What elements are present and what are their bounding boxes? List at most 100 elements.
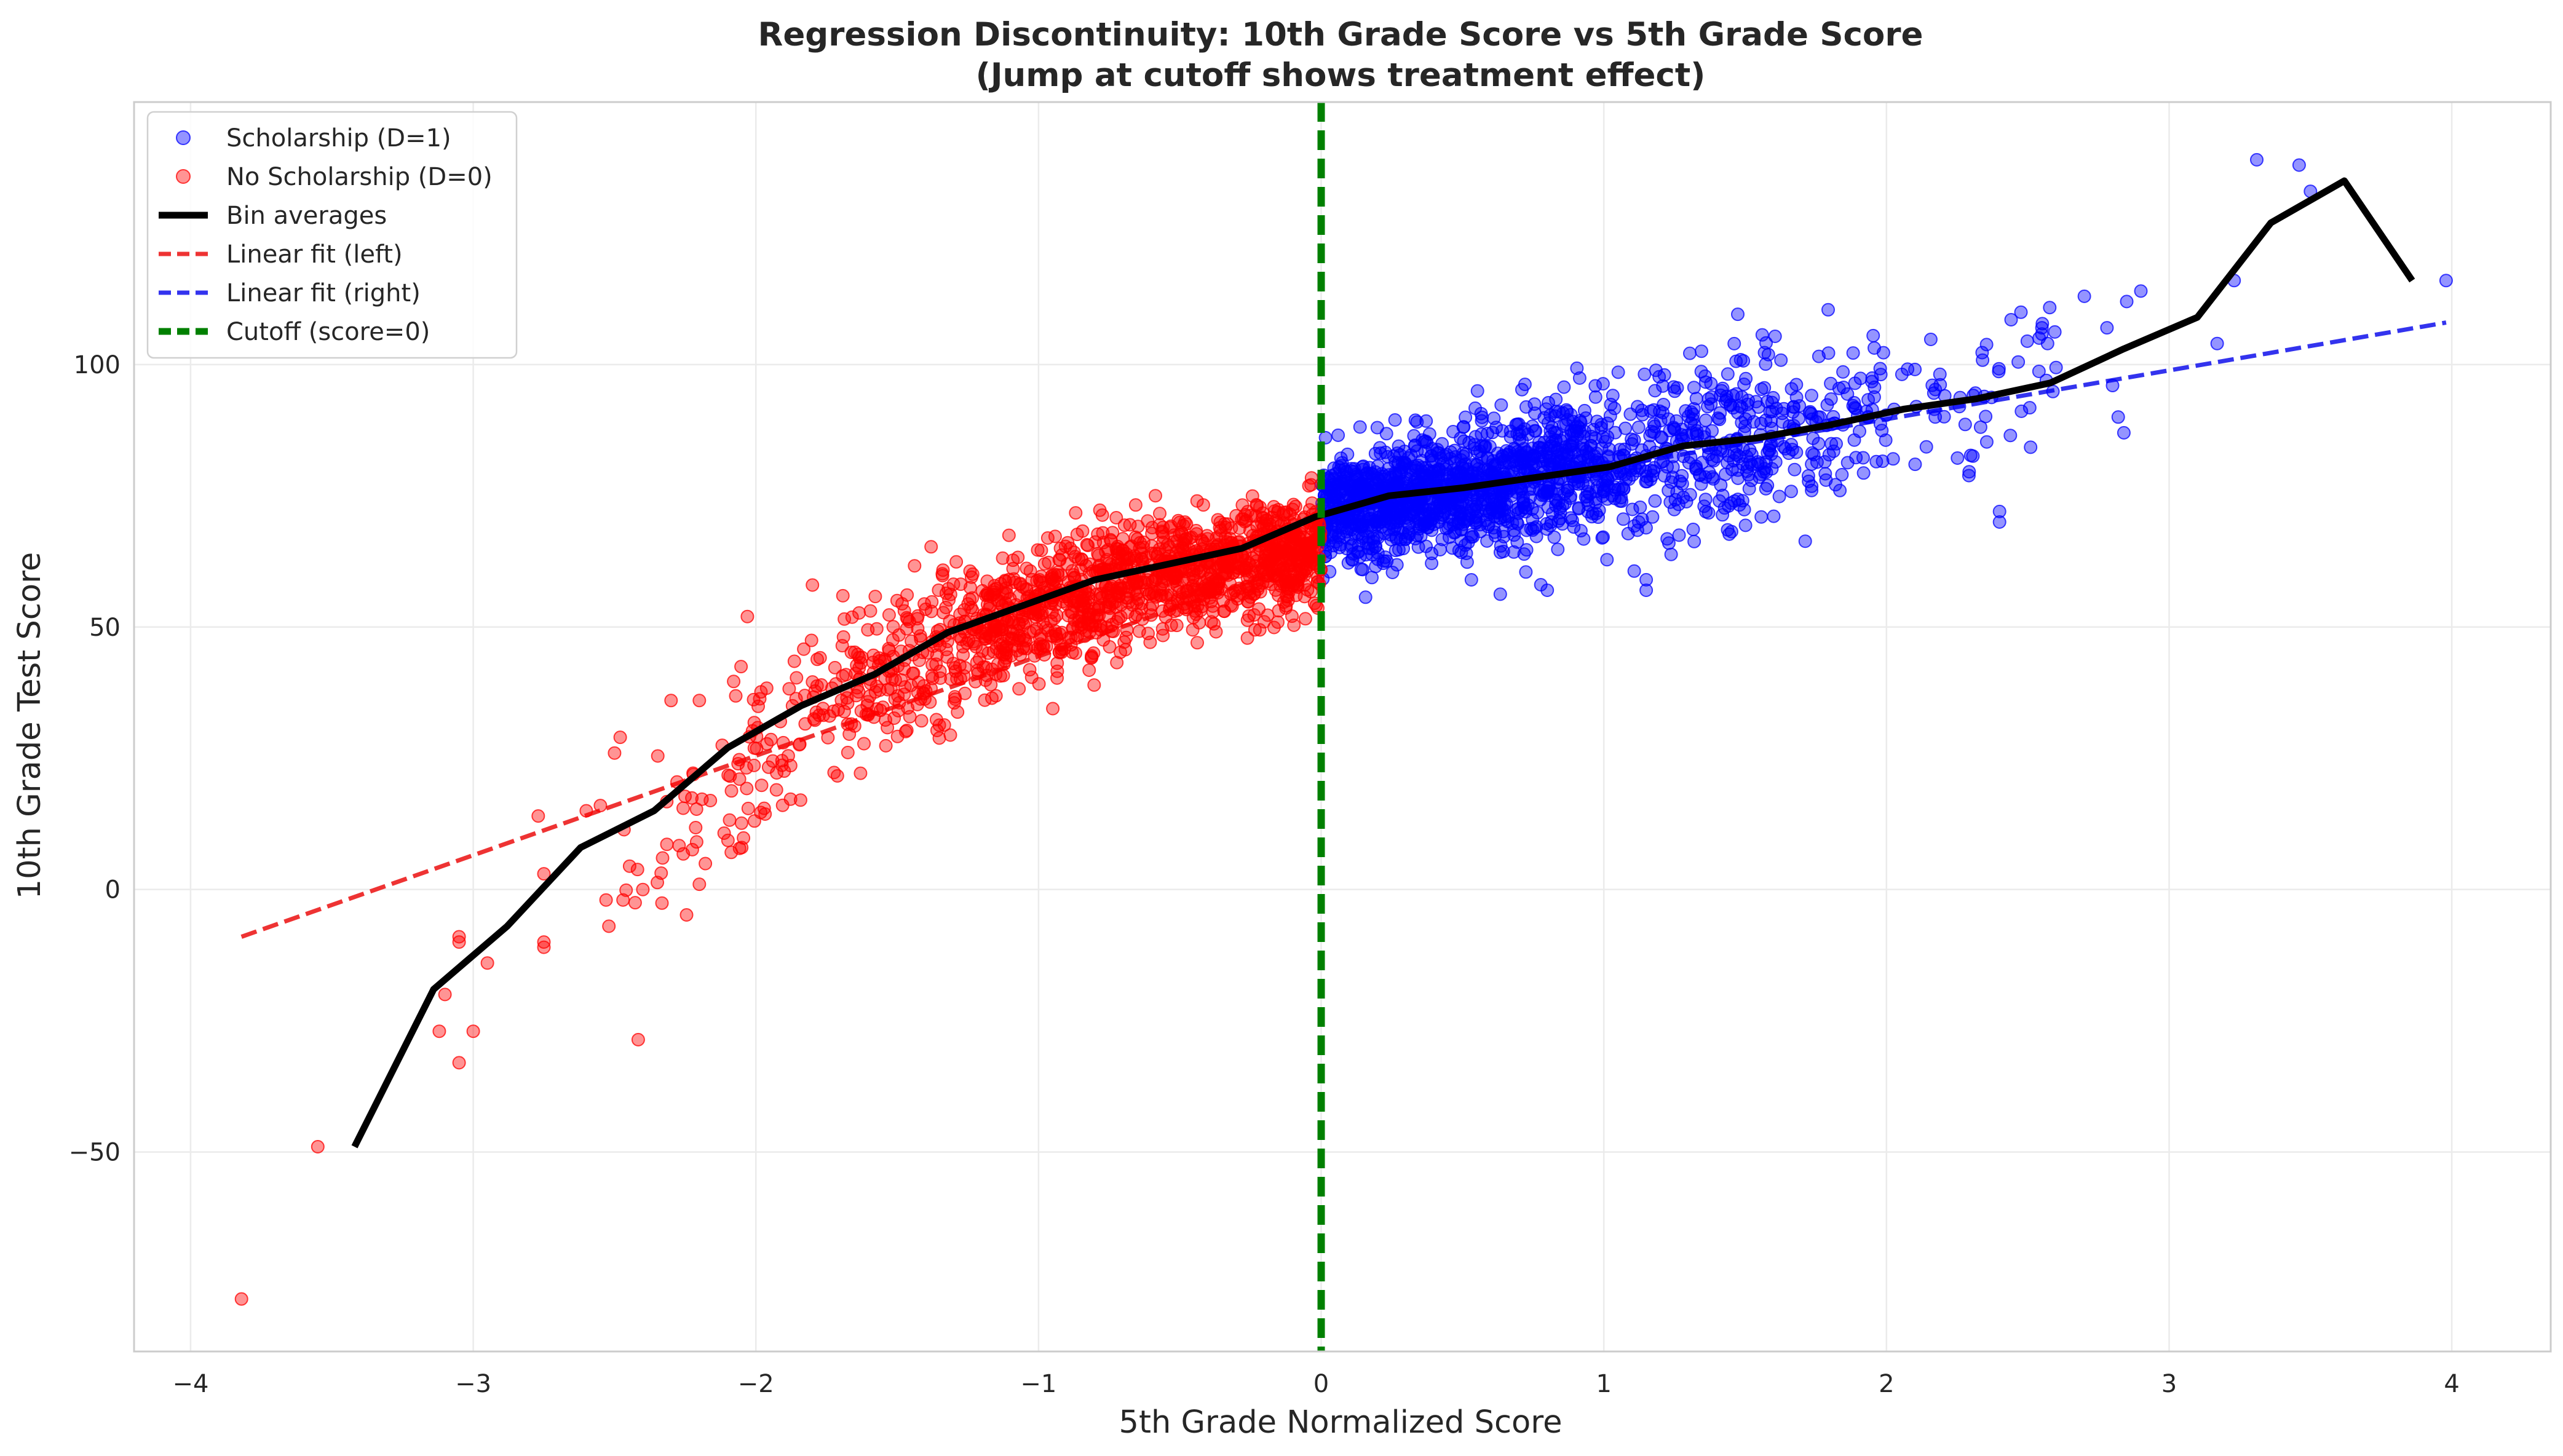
scatter-point [1683, 488, 1697, 502]
scatter-point [1919, 440, 1933, 454]
scatter-point [1465, 465, 1480, 480]
scatter-point [1203, 591, 1217, 605]
scatter-point [854, 766, 868, 780]
scatter-point [2046, 384, 2060, 398]
scatter-point [1923, 333, 1938, 346]
scatter-point [2049, 360, 2063, 374]
scatter-point [1285, 547, 1299, 561]
scatter-point [2048, 325, 2062, 339]
scatter-point [970, 663, 984, 678]
scatter-point [664, 694, 678, 708]
scatter-point [1358, 590, 1373, 604]
scatter-point [608, 746, 622, 760]
scatter-point [1518, 422, 1532, 436]
scatter-point [311, 1140, 325, 1153]
scatter-point [1583, 438, 1598, 453]
scatter-point [747, 814, 761, 828]
scatter-point [861, 623, 875, 637]
scatter-point [537, 940, 551, 954]
scatter-point [769, 783, 783, 797]
scatter-point [1667, 502, 1681, 516]
scatter-point [900, 611, 914, 625]
scatter-point [1663, 424, 1677, 438]
scatter-point [1689, 462, 1703, 477]
x-tick-label: −1 [1020, 1370, 1056, 1398]
scatter-point [1494, 539, 1508, 553]
scatter-point [234, 1292, 248, 1306]
scatter-point [1238, 508, 1252, 522]
scatter-point [1679, 495, 1693, 508]
x-tick-label: −4 [172, 1370, 208, 1398]
scatter-point [1046, 702, 1060, 716]
scatter-point [1648, 494, 1662, 508]
scatter-point [1555, 517, 1569, 531]
scatter-point [1106, 625, 1120, 638]
scatter-point [1519, 501, 1533, 515]
scatter-point [2014, 404, 2029, 418]
scatter-point [1664, 547, 1678, 561]
scatter-point [1298, 612, 1312, 626]
scatter-point [1081, 539, 1095, 553]
scatter-point [901, 701, 915, 715]
scatter-point [1127, 574, 1141, 588]
scatter-point [881, 721, 895, 735]
scatter-point [1572, 371, 1587, 385]
scatter-point [1853, 371, 1868, 386]
scatter-point [452, 935, 466, 949]
scatter-point [1037, 557, 1052, 571]
scatter-point [1962, 465, 1976, 479]
scatter-point [1192, 589, 1206, 603]
scatter-point [1933, 367, 1947, 381]
scatter-point [2003, 429, 2018, 443]
scatter-point [793, 793, 807, 807]
scatter-point [1087, 678, 1101, 692]
scatter-point [1156, 628, 1170, 643]
scatter-point [985, 691, 999, 705]
scatter-point [790, 671, 804, 685]
scatter-point [1738, 419, 1752, 433]
scatter-point [1096, 536, 1111, 550]
scatter-point [1346, 547, 1360, 561]
scatter-point [1979, 435, 1994, 449]
scatter-point [732, 772, 747, 786]
scatter-point [727, 675, 741, 689]
scatter-point [1325, 478, 1339, 493]
scatter-point [1774, 353, 1788, 367]
scatter-point [1627, 564, 1641, 578]
scatter-point [1078, 629, 1092, 643]
scatter-point [1821, 346, 1836, 360]
scatter-point [1493, 587, 1507, 601]
scatter-point [990, 593, 1004, 607]
scatter-point [1040, 531, 1055, 545]
scatter-point [1768, 330, 1782, 343]
scatter-point [841, 717, 855, 731]
scatter-point [1654, 456, 1668, 470]
scatter-point [1468, 401, 1482, 415]
scatter-point [1557, 380, 1571, 394]
scatter-point [1114, 610, 1128, 624]
scatter-point [685, 791, 699, 805]
scatter-point [747, 741, 761, 755]
scatter-point [1369, 515, 1384, 529]
scatter-point [1798, 534, 1812, 548]
scatter-point [1592, 504, 1606, 517]
scatter-point [531, 809, 545, 823]
scatter-point [2100, 321, 2114, 335]
scatter-point [1545, 421, 1559, 435]
scatter-point [1011, 550, 1025, 564]
scatter-point [741, 801, 755, 815]
scatter-point [828, 660, 842, 675]
scatter-point [1131, 520, 1145, 534]
scatter-point [1683, 346, 1697, 360]
scatter-point [1540, 484, 1554, 498]
scatter-point [963, 592, 976, 606]
scatter-point [1836, 365, 1850, 379]
scatter-point [1963, 448, 1978, 462]
scatter-point [809, 705, 823, 719]
scatter-point [1475, 439, 1489, 453]
scatter-point [1788, 462, 1802, 477]
scatter-point [1048, 627, 1063, 641]
scatter-point [1526, 482, 1540, 496]
scatter-point [1741, 468, 1756, 482]
scatter-point [1044, 572, 1058, 587]
